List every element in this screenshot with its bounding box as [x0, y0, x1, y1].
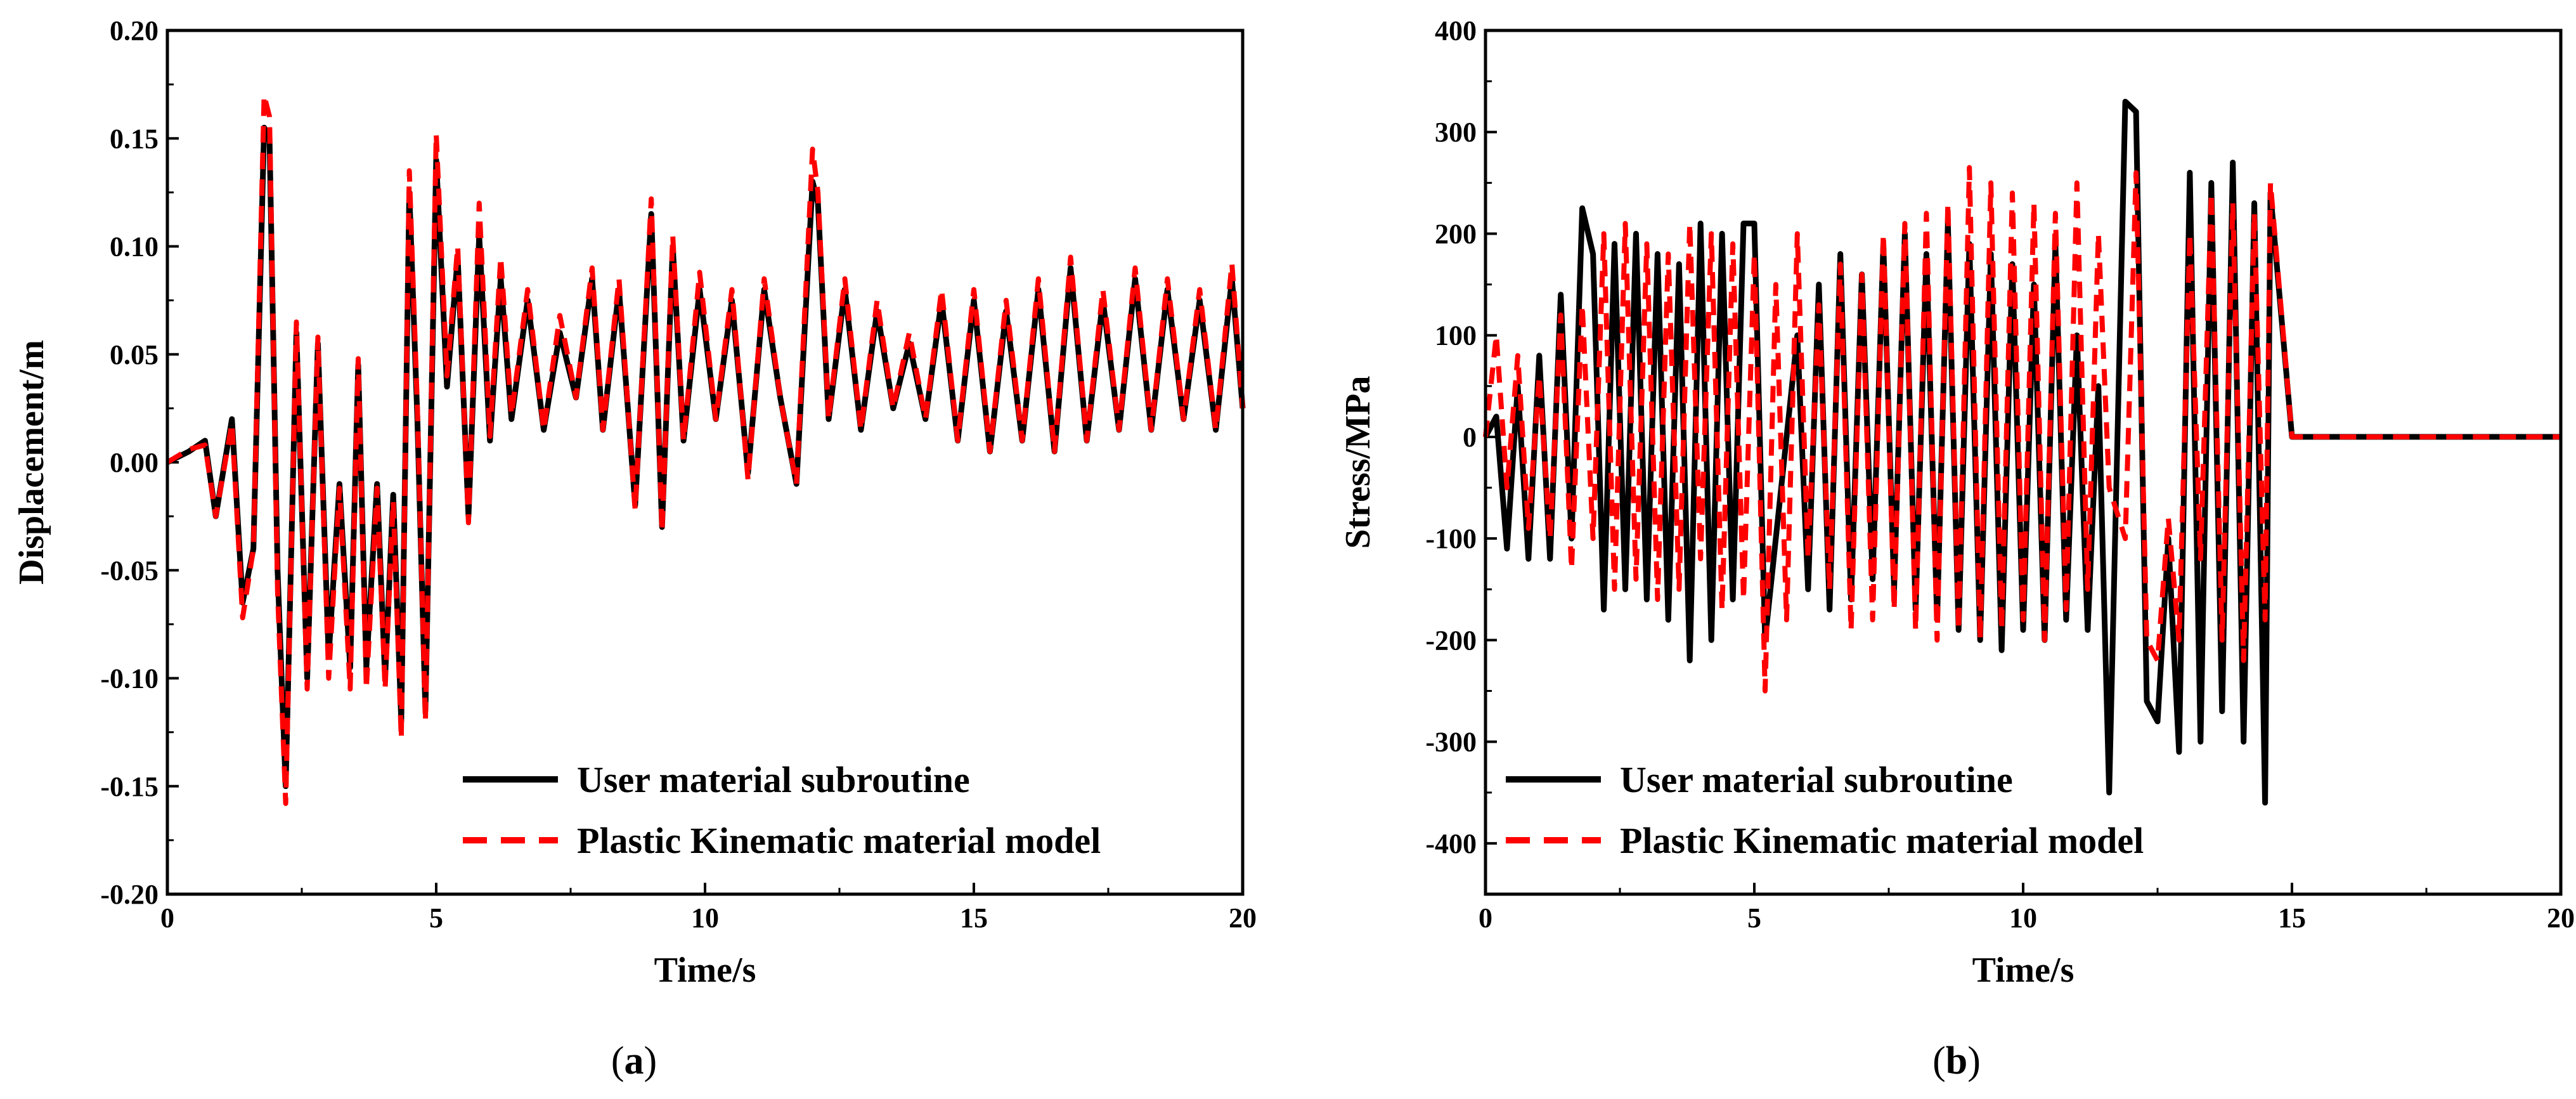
chart-b-legend: User material subroutine Plastic Kinemat… [1506, 759, 2144, 861]
chart-a-y-tick-label: -0.20 [100, 879, 159, 910]
chart-a-y-tick-label: 0.10 [110, 231, 159, 263]
chart-a-series [165, 93, 1246, 806]
chart-a-y-tick-label: -0.10 [100, 663, 159, 694]
panel-b-letter: b [1946, 1039, 1967, 1083]
chart-a-y-tick-label: -0.15 [100, 771, 159, 802]
chart-b-y-tick-label: -300 [1425, 727, 1477, 758]
chart-a-ticks: 0 5 10 15 20 -0.20 -0.15 -0.10 -0.05 0.00 0.05 0.10… [100, 15, 1257, 933]
chart-a-series-1-line [165, 93, 1245, 806]
chart-b-x-tick-label: 15 [2278, 902, 2306, 933]
chart-a-x-tick-label: 10 [691, 902, 719, 933]
chart-a-x-tick-label: 5 [429, 902, 443, 933]
chart-b-frame [1484, 29, 2563, 896]
chart-a-frame [165, 29, 1245, 896]
legend-a-label-1: Plastic Kinematic material model [577, 820, 1101, 861]
chart-b-series-1-line [1483, 165, 2561, 694]
chart-a-y-tick-label: 0.05 [110, 339, 159, 370]
chart-a-y-tick-label: -0.05 [100, 555, 159, 586]
panel-a-letter: a [625, 1039, 644, 1083]
chart-b-ylabel: Stress/MPa [1338, 376, 1378, 549]
chart-a-x-tick-label: 20 [1229, 902, 1257, 933]
chart-b-x-tick-label: 20 [2547, 902, 2575, 933]
chart-a-legend: User material subroutine Plastic Kinemat… [463, 759, 1101, 861]
chart-b-y-tick-label: -400 [1425, 828, 1477, 859]
legend-b-label-1: Plastic Kinematic material model [1620, 820, 2144, 861]
chart-b-ticks: 0 5 10 15 20 -400 -300 -200 -100 0 100 200 300 400 [1425, 15, 2575, 933]
chart-b-xlabel: Time/s [1972, 951, 2074, 990]
chart-b-x-tick-label: 0 [1479, 902, 1492, 933]
chart-a-y-tick-label: 0.15 [110, 123, 159, 154]
chart-b-y-tick-label: -200 [1425, 625, 1477, 656]
chart-b-y-tick-label: 0 [1463, 422, 1477, 453]
chart-b-y-tick-label: 200 [1435, 218, 1477, 249]
chart-b: 0 5 10 15 20 -400 -300 -200 -100 0 100 200 300 400 Ti… [1338, 15, 2575, 1083]
chart-a-y-tick-label: 0.00 [110, 447, 159, 478]
chart-b-series [1483, 98, 2561, 806]
legend-a-label-0: User material subroutine [577, 759, 970, 800]
chart-b-x-tick-label: 5 [1747, 902, 1761, 933]
chart-a-y-tick-label: 0.20 [110, 15, 159, 46]
chart-a-x-tick-label: 0 [160, 902, 174, 933]
chart-a-series-0-line [165, 124, 1246, 790]
chart-b-y-tick-label: 300 [1435, 117, 1477, 148]
chart-a-x-tick-label: 15 [960, 902, 988, 933]
chart-a: 0 5 10 15 20 -0.20 -0.15 -0.10 -0.05 0.00 0.05 0.10… [12, 15, 1257, 1083]
panel-a-caption: (a) [611, 1039, 657, 1083]
chart-b-y-tick-label: 100 [1435, 320, 1477, 351]
chart-b-y-tick-label: 400 [1435, 15, 1477, 46]
chart-a-xlabel: Time/s [654, 951, 756, 990]
legend-b-label-0: User material subroutine [1620, 759, 2013, 800]
chart-b-y-tick-label: -100 [1425, 523, 1477, 554]
chart-b-series-0-line [1483, 98, 2561, 806]
chart-a-ylabel: Displacement/m [12, 340, 51, 585]
panel-b-caption: (b) [1932, 1039, 1981, 1083]
chart-b-x-tick-label: 10 [2009, 902, 2037, 933]
